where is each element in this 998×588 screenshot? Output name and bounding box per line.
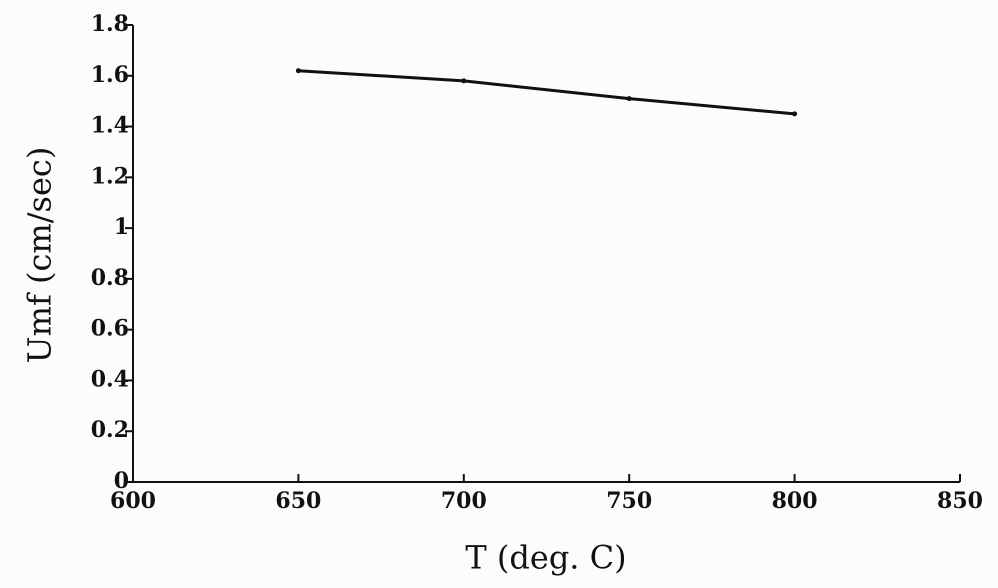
- data-line: [298, 69, 795, 116]
- y-tick-label: 1.4: [91, 113, 129, 139]
- x-tick-label: 800: [772, 488, 818, 514]
- x-tick-label: 700: [441, 488, 487, 514]
- data-point: [792, 111, 798, 117]
- x-axis-title: T (deg. C): [465, 539, 626, 577]
- data-point: [295, 68, 301, 74]
- data-point: [461, 78, 467, 84]
- y-tick-label: 0: [114, 468, 129, 494]
- y-tick-label: 1.8: [91, 11, 129, 37]
- y-tick-label: 1: [114, 214, 129, 240]
- x-tick-label: 650: [275, 488, 321, 514]
- y-tick-label: 1.2: [91, 163, 129, 189]
- y-tick-label: 0.6: [91, 316, 129, 342]
- x-tick-label: 750: [606, 488, 652, 514]
- y-tick-label: 0.2: [91, 417, 129, 443]
- y-tick-label: 1.6: [91, 62, 129, 88]
- y-tick-label: 0.4: [91, 366, 129, 392]
- y-tick-label: 0.8: [91, 265, 129, 291]
- y-axis-title: Umf (cm/sec): [21, 147, 59, 364]
- x-tick-label: 850: [937, 488, 983, 514]
- data-point: [626, 96, 632, 102]
- x-tick-label: 600: [110, 488, 156, 514]
